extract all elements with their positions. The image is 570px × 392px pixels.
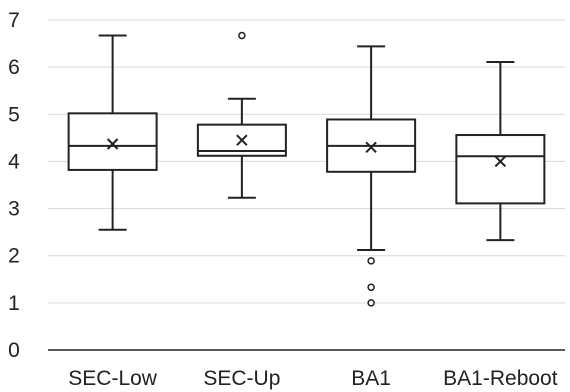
y-tick-label: 1 (8, 292, 20, 315)
outlier-point (238, 31, 246, 40)
y-tick-label: 3 (8, 198, 20, 221)
mean-marker (365, 141, 377, 153)
box-plot-4 (455, 60, 546, 242)
y-tick-label: 6 (8, 56, 20, 79)
box-plot-1 (67, 34, 158, 231)
mean-marker (236, 134, 248, 146)
outlier-point (367, 283, 375, 292)
mean-marker (494, 155, 507, 168)
x-category-label: SEC-Low (68, 367, 158, 390)
outlier-point (367, 257, 375, 265)
y-tick-label: 5 (8, 103, 20, 126)
x-category-label: BA1 (351, 367, 391, 390)
mean-marker (106, 138, 119, 150)
box-layer (67, 31, 546, 307)
y-tick-label: 7 (8, 9, 20, 32)
box-plot-3 (326, 45, 417, 307)
x-category-label: SEC-Up (203, 367, 280, 390)
iqr-box (67, 112, 158, 171)
y-tick-label: 4 (8, 150, 20, 173)
box-plot-2 (196, 31, 287, 199)
y-tick-label: 0 (8, 339, 20, 362)
outlier-point (367, 299, 375, 307)
x-category-label: BA1-Reboot (443, 367, 558, 390)
label-layer: 0 1 2 3 4 5 6 7 SEC-Low SEC-Up BA1 BA1-Reboot (8, 9, 558, 390)
iqr-box (455, 134, 546, 205)
y-tick-label: 2 (8, 245, 20, 268)
